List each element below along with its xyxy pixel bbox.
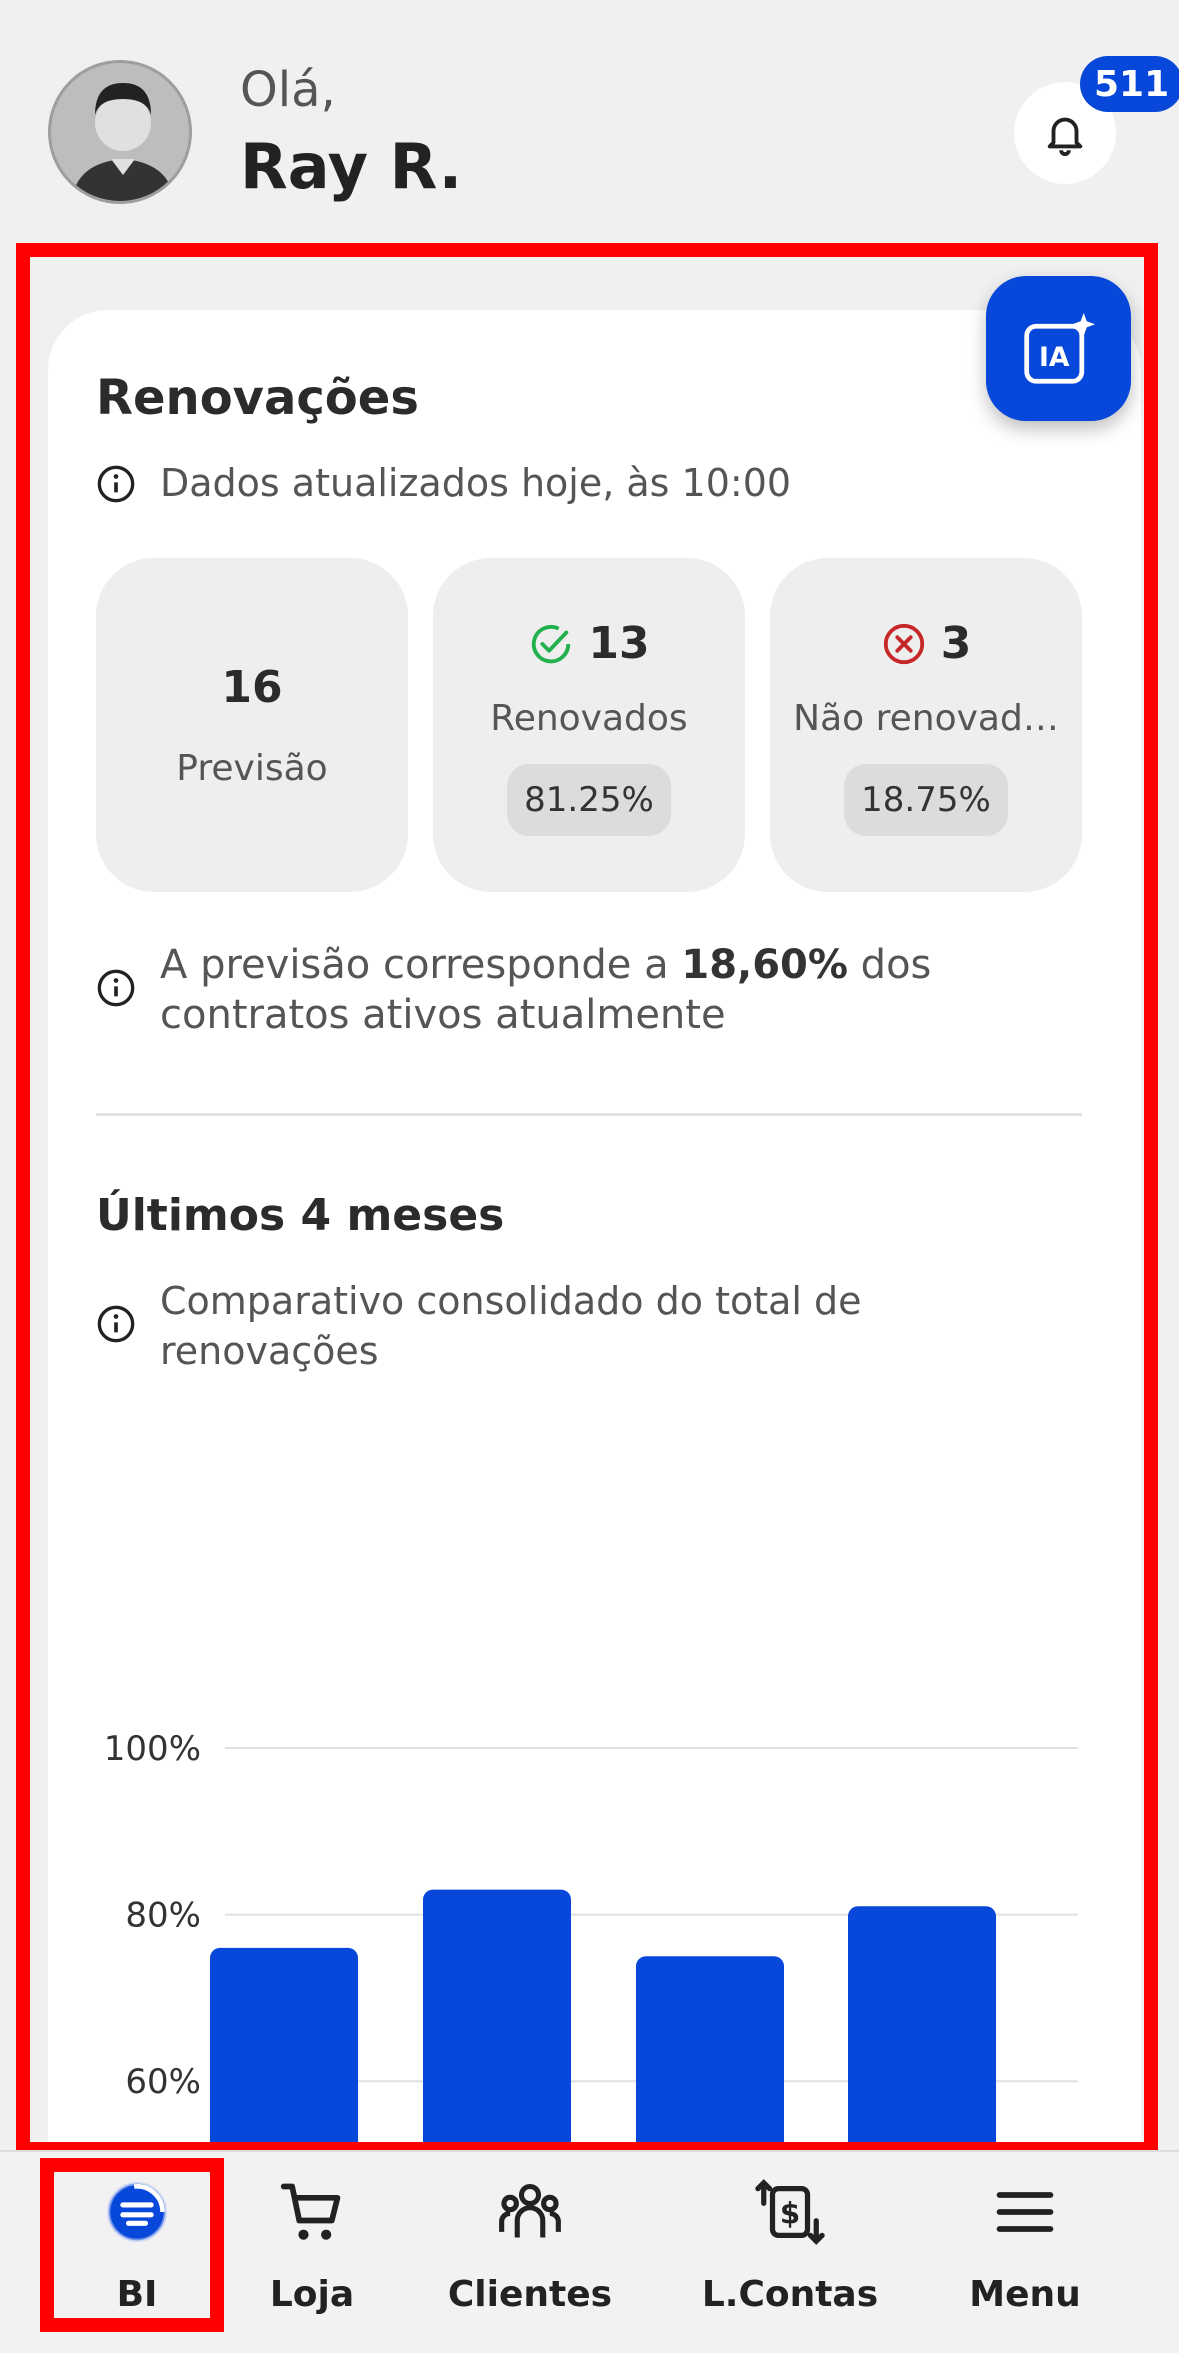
nav-item-clientes[interactable]: Clientes [440,2172,620,2332]
chart-bar[interactable] [210,1947,358,2150]
forecast-note-prefix: A previsão corresponde a [160,942,682,988]
card-title: Renovações [96,370,419,426]
bi-icon [106,2181,168,2243]
chart-bar[interactable] [636,1956,784,2150]
money-transfer-icon: $ [755,2179,825,2245]
cart-icon [280,2183,341,2240]
updated-text: Dados atualizados hoje, às 10:00 [160,461,792,505]
y-tick-label: 80% [125,1896,201,1936]
section-note-text: Comparativo consolidado do total de reno… [160,1279,862,1373]
forecast-note-suffix: dos contratos ativos atualmente [160,942,932,1038]
section-note: Comparativo consolidado do total de reno… [96,1276,1036,1376]
updated-info: Dados atualizados hoje, às 10:00 [96,458,791,508]
renewals-bar-chart: 20%40%60%80%100% [104,1729,1078,2150]
forecast-note: A previsão corresponde a 18,60% dos cont… [96,940,1036,1040]
forecast-note-highlight: 18,60% [681,942,848,988]
chart-bar[interactable] [848,1906,996,2150]
y-tick-label: 60% [125,2062,201,2102]
bell-icon [1047,117,1083,156]
person-silhouette-icon [71,83,175,201]
nav-item-loja[interactable]: Loja [252,2172,372,2332]
renewals-card: Renovações Dados atualizados hoje, às 10… [48,310,1141,2150]
stat-not-renewed-label: Não renovad… [793,698,1059,739]
stat-renewed[interactable]: 13 Renovados 81.25% [433,558,745,892]
stat-not-renewed[interactable]: 3 Não renovad… 18.75% [770,558,1082,892]
forecast-note-text: A previsão corresponde a 18,60% dos cont… [160,940,1036,1040]
nav-item-bi[interactable]: BI [82,2172,192,2332]
section-title: Últimos 4 meses [96,1190,505,1241]
ia-sparkle-icon: IA [1023,312,1095,384]
stat-renewed-label: Renovados [490,698,688,739]
x-circle-icon [883,623,924,664]
stat-renewed-header: 13 [433,618,745,669]
menu-icon [996,2192,1054,2232]
ia-label: IA [1039,342,1070,373]
stat-renewed-value: 13 [588,618,650,669]
nav-item-lcontas[interactable]: $ L.Contas [700,2172,880,2332]
stat-forecast[interactable]: 16 Previsão [96,558,408,892]
stat-renewed-percent: 81.25% [507,764,671,836]
divider [96,1113,1082,1116]
stat-not-renewed-header: 3 [770,618,1082,669]
svg-text:$: $ [780,2197,800,2231]
notification-badge: 511 [1080,56,1179,112]
nav-label-bi: BI [116,2274,158,2315]
header: Olá, Ray R. 511 [0,0,1179,240]
stat-not-renewed-percent: 18.75% [844,764,1008,836]
nav-label-loja: Loja [269,2274,355,2315]
user-name: Ray R. [240,130,463,203]
stat-forecast-label: Previsão [176,748,328,789]
y-tick-label: 100% [104,1729,201,1769]
nav-label-lcontas: L.Contas [701,2274,879,2315]
chart-bar[interactable] [423,1889,571,2150]
info-icon [97,969,135,1007]
avatar[interactable] [48,60,192,204]
stat-not-renewed-value: 3 [940,618,972,669]
greeting: Olá, [240,62,336,118]
people-icon [499,2183,561,2238]
nav-label-menu: Menu [969,2274,1081,2315]
info-icon [97,1305,135,1343]
nav-item-menu[interactable]: Menu [960,2172,1090,2332]
ia-assistant-button[interactable]: IA [986,276,1131,421]
stat-forecast-value: 16 [221,662,283,713]
bottom-navigation: BI Loja Clientes [0,2150,1179,2353]
check-circle-icon [532,624,571,663]
info-icon [97,465,135,503]
nav-label-clientes: Clientes [447,2274,613,2315]
